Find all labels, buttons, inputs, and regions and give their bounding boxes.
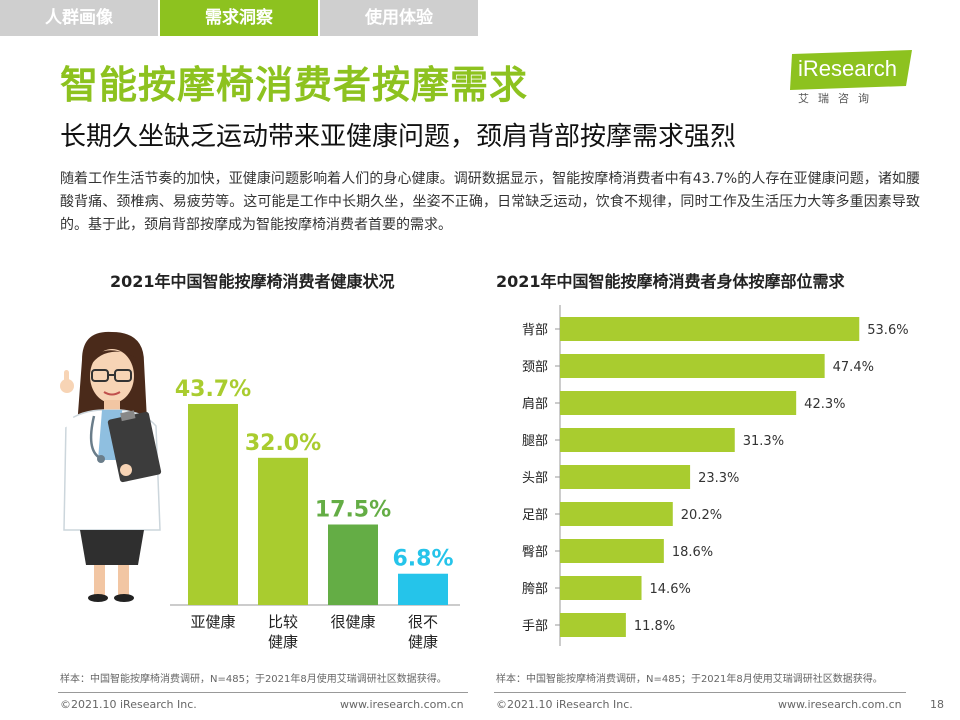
data-label: 18.6%	[672, 545, 713, 560]
data-label: 17.5%	[315, 498, 391, 523]
logo-text: iResearch	[798, 56, 898, 81]
bar	[560, 391, 797, 415]
tab-demand-insight[interactable]: 需求洞察	[160, 0, 318, 36]
page-subtitle: 长期久坐缺乏运动带来亚健康问题，颈肩背部按摩需求强烈	[60, 122, 737, 152]
category-label: 健康	[408, 633, 438, 651]
data-label: 32.0%	[245, 431, 321, 456]
data-label: 23.3%	[698, 471, 739, 486]
category-label: 肩部	[522, 396, 548, 412]
bar	[258, 457, 308, 605]
category-label: 腿部	[522, 434, 548, 449]
data-label: 53.6%	[867, 323, 908, 338]
description-text: 随着工作生活节奏的加快，亚健康问题影响着人们的身心健康。调研数据显示，智能按摩椅…	[60, 171, 920, 233]
tab-experience[interactable]: 使用体验	[320, 0, 478, 36]
tab-persona[interactable]: 人群画像	[0, 0, 158, 36]
section-tabs: 人群画像 需求洞察 使用体验	[0, 0, 480, 36]
bar	[188, 403, 238, 605]
data-label: 14.6%	[650, 582, 691, 597]
footer-divider-right	[494, 692, 906, 693]
category-label: 足部	[522, 508, 548, 523]
massage-area-chart: 背部 53.6% 颈部 47.4% 肩部 42.3% 腿部 31.3% 头部 23.3% 足部 20.…	[522, 305, 909, 646]
bar	[560, 465, 691, 489]
data-label: 6.8%	[392, 547, 453, 572]
iresearch-logo: iResearch 艾瑞咨询	[790, 50, 920, 110]
category-label: 胯部	[522, 582, 548, 597]
category-label: 亚健康	[190, 613, 235, 631]
category-label: 背部	[522, 323, 548, 338]
data-label: 43.7%	[175, 377, 251, 402]
right-chart-title: 2021年中国智能按摩椅消费者身体按摩部位需求	[496, 272, 845, 291]
bar	[560, 354, 825, 378]
data-label: 31.3%	[743, 434, 784, 449]
doctor-illustration	[56, 331, 162, 602]
data-label: 20.2%	[681, 508, 722, 523]
bar	[328, 524, 378, 605]
page-number: 18	[930, 698, 944, 711]
data-label: 11.8%	[634, 619, 675, 634]
category-label: 健康	[268, 633, 298, 651]
bar	[560, 317, 860, 341]
bar	[560, 428, 735, 452]
category-label: 臀部	[522, 545, 548, 560]
left-chart-note: 样本：中国智能按摩椅消费调研，N=485；于2021年8月使用艾瑞调研社区数据获…	[60, 674, 447, 685]
footer-copyright-right: ©2021.10 iResearch Inc.	[496, 698, 633, 711]
right-chart-note: 样本：中国智能按摩椅消费调研，N=485；于2021年8月使用艾瑞调研社区数据获…	[496, 674, 883, 685]
logo-subtext: 艾瑞咨询	[798, 92, 878, 105]
footer-website-left: www.iresearch.com.cn	[340, 698, 464, 711]
bar	[560, 502, 673, 526]
category-label: 颈部	[522, 360, 548, 375]
data-label: 42.3%	[804, 397, 845, 412]
data-label: 47.4%	[833, 360, 874, 375]
page-title: 智能按摩椅消费者按摩需求	[60, 63, 529, 107]
bar	[398, 573, 448, 605]
bar	[560, 576, 642, 600]
category-label: 头部	[522, 471, 548, 486]
category-label: 很不	[408, 613, 438, 631]
logo-shape-icon	[790, 50, 912, 90]
footer-copyright-left: ©2021.10 iResearch Inc.	[60, 698, 197, 711]
category-label: 比较	[268, 613, 298, 631]
category-label: 很健康	[330, 613, 375, 631]
left-chart-title: 2021年中国智能按摩椅消费者健康状况	[110, 272, 395, 291]
bar	[560, 613, 626, 637]
footer-website-right: www.iresearch.com.cn	[778, 698, 902, 711]
bar	[560, 539, 664, 563]
category-label: 手部	[522, 619, 548, 634]
footer-divider-left	[58, 692, 468, 693]
